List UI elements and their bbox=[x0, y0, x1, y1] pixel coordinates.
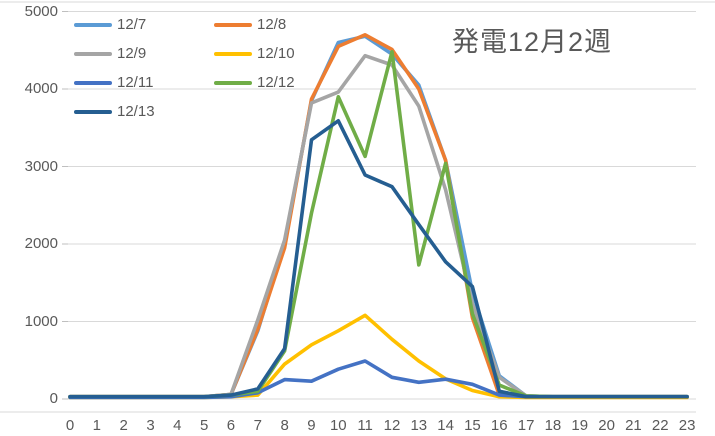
legend-item: 12/8 bbox=[214, 15, 364, 34]
y-tick-label: 3000 bbox=[24, 157, 58, 175]
legend-label: 12/13 bbox=[117, 103, 155, 120]
y-tick-label: 1000 bbox=[24, 312, 58, 330]
legend-label: 12/10 bbox=[257, 45, 295, 62]
legend-label: 12/11 bbox=[117, 74, 154, 91]
series-color-swatch bbox=[214, 22, 252, 27]
y-tick-label: 4000 bbox=[24, 80, 58, 97]
x-tick-label: 12 bbox=[383, 417, 401, 434]
x-tick-label: 21 bbox=[625, 417, 642, 434]
legend-label: 12/12 bbox=[257, 74, 295, 91]
x-tick-label: 19 bbox=[571, 417, 589, 434]
series-color-swatch bbox=[74, 109, 112, 114]
x-tick-label: 23 bbox=[678, 417, 696, 434]
series-color-swatch bbox=[74, 80, 112, 85]
x-tick-label: 8 bbox=[280, 417, 289, 434]
x-tick-label: 1 bbox=[92, 417, 101, 434]
x-tick-label: 10 bbox=[329, 417, 347, 434]
series-line-12/10 bbox=[68, 313, 689, 400]
x-tick-label: 22 bbox=[651, 417, 669, 434]
x-tick-label: 7 bbox=[253, 417, 262, 434]
series-color-swatch bbox=[214, 80, 252, 85]
series-line-12/11 bbox=[68, 359, 689, 400]
x-tick-label: 0 bbox=[65, 417, 75, 434]
legend-item: 12/9 bbox=[74, 44, 214, 63]
chart-title: 発電12月2週 bbox=[452, 27, 613, 57]
x-tick-label: 13 bbox=[410, 417, 428, 434]
x-tick-label: 5 bbox=[199, 417, 209, 434]
legend-label: 12/9 bbox=[117, 45, 147, 62]
x-tick-label: 9 bbox=[307, 417, 316, 434]
y-tick-label: 0 bbox=[49, 390, 58, 407]
x-tick-label: 14 bbox=[437, 417, 454, 434]
x-tick-label: 16 bbox=[490, 417, 508, 434]
x-tick-label: 11 bbox=[357, 417, 373, 434]
series-line-12/13 bbox=[68, 119, 689, 399]
y-tick-label: 5000 bbox=[24, 2, 58, 20]
x-tick-label: 17 bbox=[517, 417, 535, 434]
x-tick-label: 2 bbox=[119, 417, 128, 434]
series-color-swatch bbox=[214, 51, 252, 56]
legend-item: 12/10 bbox=[214, 44, 364, 63]
legend: 12/7 12/8 12/9 12/10 12/11 12/12 12/13 bbox=[74, 10, 364, 126]
legend-label: 12/8 bbox=[257, 16, 287, 33]
legend-item: 12/12 bbox=[214, 73, 364, 92]
x-tick-label: 20 bbox=[598, 417, 615, 434]
x-tick-label: 15 bbox=[464, 417, 481, 434]
legend-item: 12/11 bbox=[74, 73, 214, 92]
x-tick-label: 4 bbox=[173, 417, 182, 434]
x-tick-label: 18 bbox=[544, 417, 562, 434]
x-tick-label: 6 bbox=[226, 417, 236, 434]
x-tick-label: 3 bbox=[146, 417, 155, 434]
series-color-swatch bbox=[74, 51, 112, 56]
legend-item: 12/7 bbox=[74, 15, 214, 34]
legend-label: 12/7 bbox=[117, 16, 147, 33]
legend-item: 12/13 bbox=[74, 102, 214, 121]
y-tick-label: 2000 bbox=[24, 235, 58, 252]
series-color-swatch bbox=[74, 22, 112, 27]
